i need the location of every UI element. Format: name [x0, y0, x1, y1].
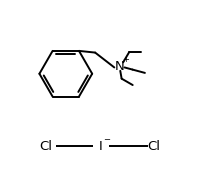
Text: Cl: Cl — [40, 140, 53, 153]
Text: I: I — [99, 140, 103, 153]
Text: Cl: Cl — [147, 140, 160, 153]
Text: +: + — [123, 55, 129, 64]
Text: N: N — [115, 60, 124, 72]
Text: −: − — [103, 135, 110, 144]
